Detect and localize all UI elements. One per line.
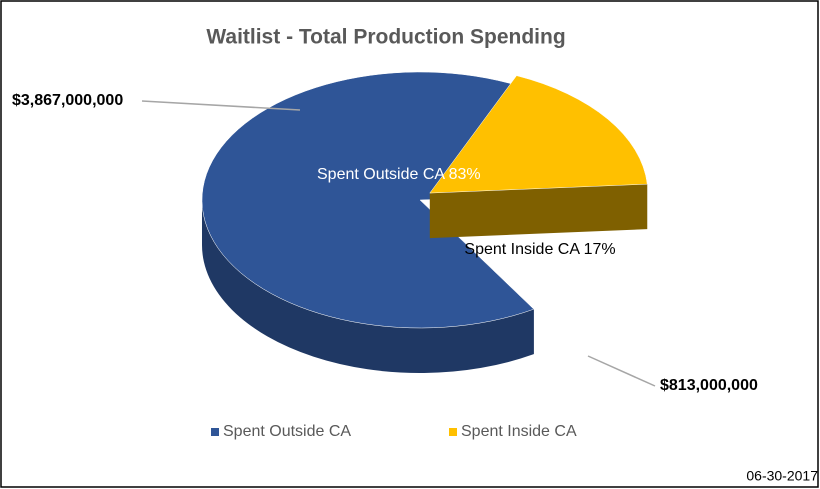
slice-label: Spent Inside CA 17%	[464, 241, 615, 258]
leader-line	[141, 100, 301, 111]
value-label: $3,867,000,000	[12, 92, 123, 109]
slice-face	[429, 184, 648, 239]
slice-label: Spent Outside CA 83%	[317, 166, 481, 183]
leader-line	[587, 355, 656, 387]
footnote: 06-30-2017	[746, 468, 818, 484]
slice-side	[202, 200, 534, 373]
value-label: $813,000,000	[660, 377, 758, 394]
legend-swatch	[449, 428, 457, 436]
chart-title: Waitlist - Total Production Spending	[206, 26, 565, 49]
legend-swatch	[211, 428, 219, 436]
slice	[429, 75, 648, 194]
legend-label: Spent Outside CA	[223, 423, 351, 440]
legend-label: Spent Inside CA	[461, 423, 577, 440]
